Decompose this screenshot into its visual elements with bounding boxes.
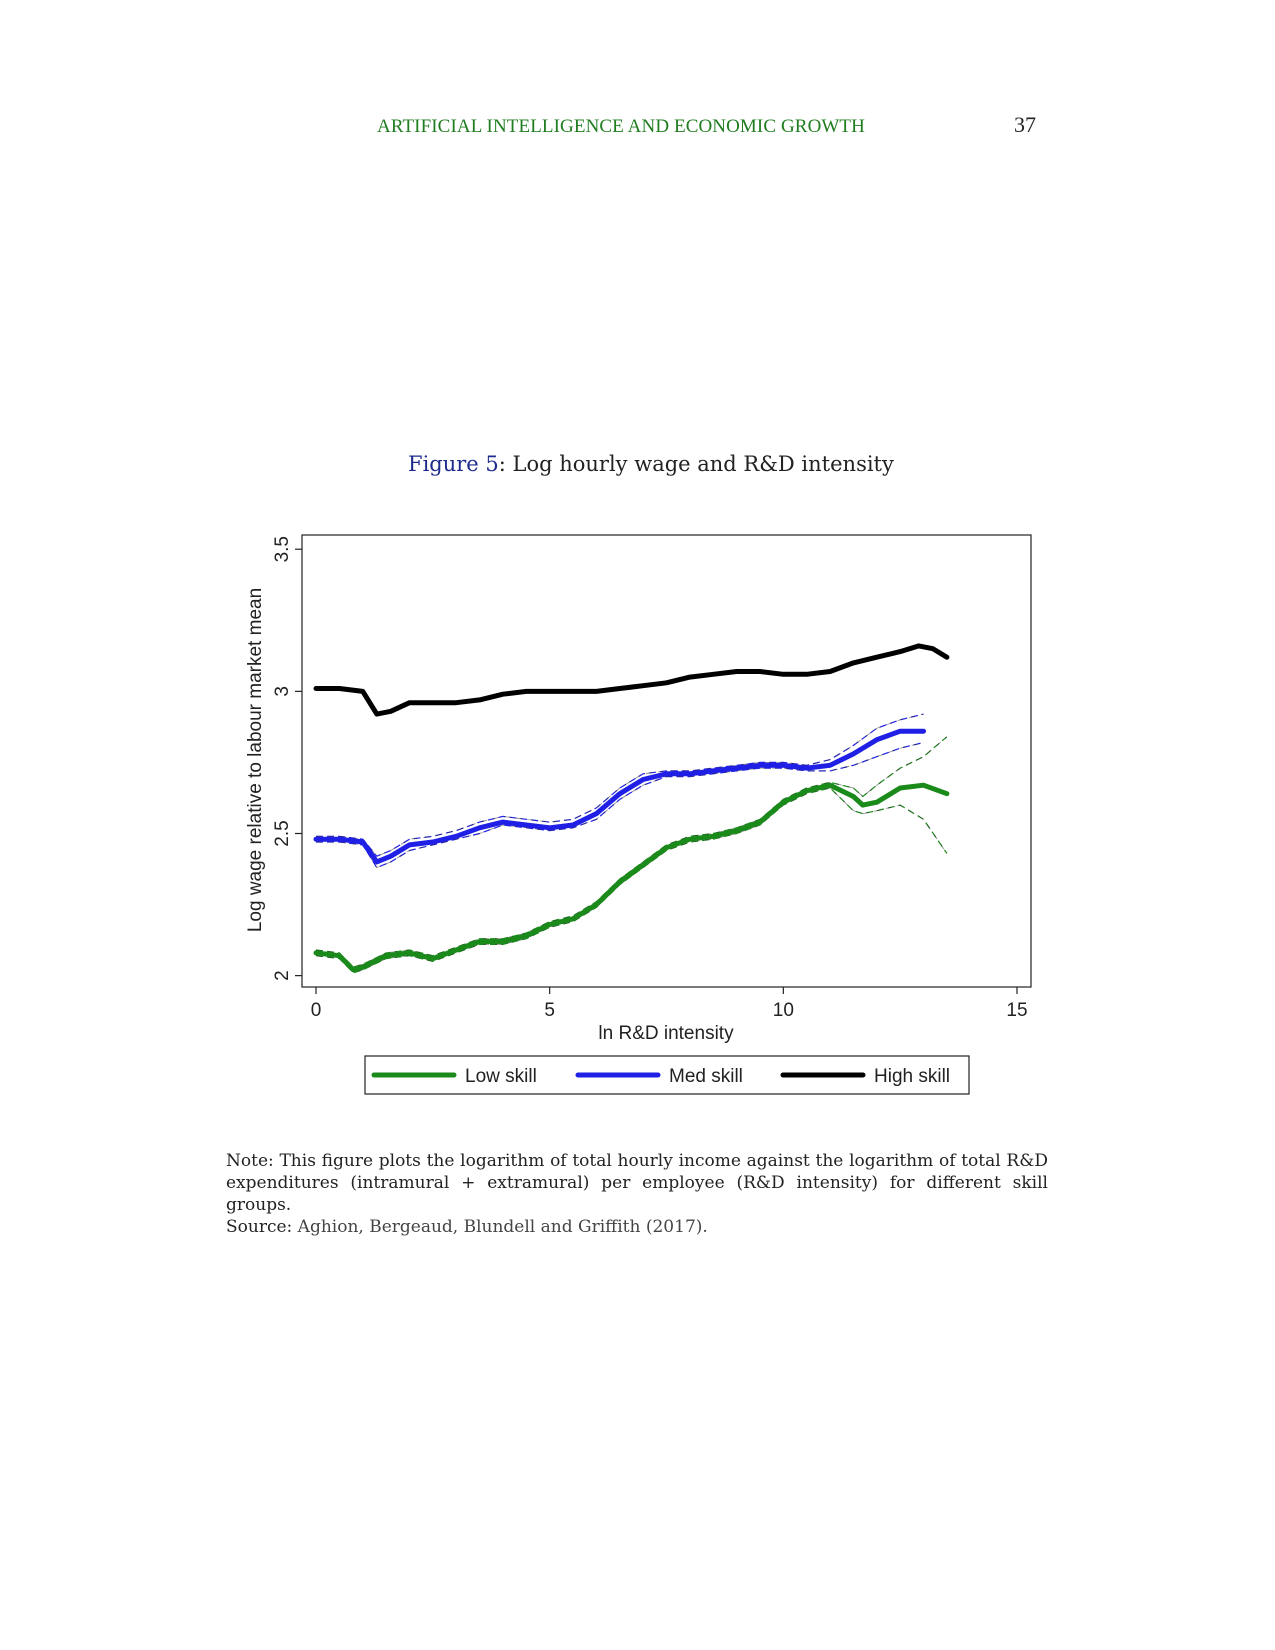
x-axis-label: ln R&D intensity	[598, 1023, 734, 1044]
legend-item-low-skill: Low skill	[371, 1066, 537, 1087]
series-line-low-skill	[313, 782, 950, 973]
x-tick-label: 15	[1006, 1000, 1027, 1021]
y-tick-label: 3	[272, 686, 293, 697]
figure-label-separator: :	[498, 452, 506, 476]
series-lines	[313, 643, 950, 973]
series-line-high-skill	[313, 643, 950, 717]
y-axis: 2 2.5 3 3.5	[272, 536, 302, 981]
legend-item-med-skill: Med skill	[575, 1066, 743, 1087]
plot-frame	[301, 534, 1032, 988]
running-title: ARTIFICIAL INTELLIGENCE AND ECONOMIC GRO…	[377, 116, 865, 137]
page-number: 37	[1014, 112, 1036, 137]
figure-note: Note: This figure plots the logarithm of…	[226, 1150, 1048, 1238]
y-tick-label: 2	[272, 970, 293, 981]
source-label: Source:	[226, 1217, 293, 1237]
figure-title: Log hourly wage and R&D intensity	[505, 452, 894, 476]
series-line-med-skill	[313, 728, 926, 865]
ci-upper-low-skill	[315, 736, 948, 968]
legend-item-high-skill: High skill	[780, 1066, 950, 1087]
x-axis: 0 5 10 15	[311, 987, 1028, 1021]
figure-label-link[interactable]: Figure 5	[408, 452, 499, 476]
y-tick-label: 3.5	[272, 536, 293, 562]
y-axis-label: Log wage relative to labour market mean	[245, 588, 266, 932]
legend: Low skill Med skill High skill	[364, 1055, 970, 1095]
y-tick-label: 2.5	[272, 820, 293, 846]
x-tick-label: 5	[544, 1000, 555, 1021]
figure-caption: Figure 5: Log hourly wage and R&D intens…	[408, 452, 894, 476]
x-tick-label: 10	[773, 1000, 794, 1021]
legend-frame	[364, 1055, 970, 1095]
source-citation-link[interactable]: Aghion, Bergeaud, Blundell and Griffith …	[292, 1217, 708, 1237]
legend-label-low-skill: Low skill	[465, 1066, 537, 1087]
legend-label-med-skill: Med skill	[669, 1066, 743, 1087]
note-text: Note: This figure plots the logarithm of…	[226, 1151, 1048, 1215]
x-tick-label: 0	[311, 1000, 322, 1021]
ci-lower-shadow-med-skill	[316, 742, 924, 869]
ci-upper-shadow-med-skill	[316, 713, 924, 857]
legend-label-high-skill: High skill	[874, 1066, 950, 1087]
